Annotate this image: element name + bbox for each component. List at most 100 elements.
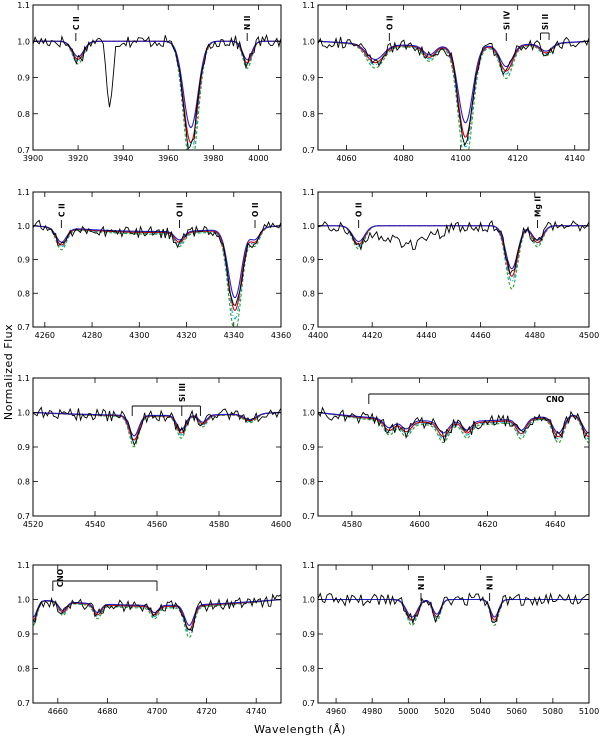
x-tick-label: 4320	[176, 331, 196, 340]
observed-spectrum	[33, 33, 281, 150]
y-tick-label: 0.7	[17, 323, 30, 332]
x-tick-label: 5040	[470, 707, 490, 716]
spectrum-panel-8: 4960 4980 5000 5020 5040 5060 5080 5100 0.7 0.8 0.…	[302, 561, 599, 716]
x-tick-label: 4520	[23, 520, 43, 529]
model-cyan-dashdot	[318, 411, 589, 440]
y-tick-label: 1.1	[17, 188, 30, 197]
x-tick-label: 5060	[507, 707, 527, 716]
x-tick-label: 3920	[68, 154, 88, 163]
line-id-marker: O II	[251, 202, 260, 228]
y-tick-label: 0.8	[17, 110, 30, 119]
line-id-label: O II	[251, 202, 260, 217]
model-green-dashed	[33, 598, 281, 639]
observed-spectrum	[318, 36, 589, 147]
x-tick-label: 4660	[48, 707, 68, 716]
line-id-marker: Si II	[540, 14, 550, 40]
y-tick-label: 0.7	[17, 146, 30, 155]
y-tick-label: 0.9	[17, 74, 30, 83]
x-tick-label: 4260	[35, 331, 55, 340]
model-green-dashed	[318, 40, 589, 150]
x-tick-label: 3940	[113, 154, 133, 163]
line-id-marker: C II	[72, 16, 81, 41]
y-tick-label: 1.0	[17, 222, 30, 231]
observed-spectrum	[318, 592, 589, 625]
line-id-label: O II	[385, 15, 394, 30]
y-tick-label: 1.0	[17, 596, 30, 605]
x-tick-label: 4680	[97, 707, 117, 716]
line-id-marker: N II	[243, 15, 252, 41]
x-tick-label: 4300	[129, 331, 149, 340]
y-tick-label: 0.9	[302, 630, 315, 639]
x-tick-label: 5100	[579, 707, 599, 716]
y-tick-label: 1.0	[17, 409, 30, 418]
x-tick-label: 4540	[85, 520, 105, 529]
x-tick-label: 4740	[246, 707, 266, 716]
line-id-label: N II	[486, 575, 495, 590]
y-tick-label: 0.9	[302, 74, 315, 83]
x-tick-label: 4120	[508, 154, 528, 163]
x-tick-label: 4400	[308, 331, 328, 340]
model-red	[318, 411, 589, 438]
spectrum-panels: 3900 3920 3940 3960 3980 4000 0.7 0.8 0.9 1.0 1.1 C…	[17, 1, 599, 716]
observed-spectrum	[33, 406, 281, 447]
x-tick-label: 3900	[23, 154, 43, 163]
x-tick-label: 4600	[271, 520, 291, 529]
x-tick-label: 4580	[342, 520, 362, 529]
line-id-marker: Mg II	[534, 196, 543, 228]
y-tick-label: 0.9	[302, 443, 315, 452]
y-tick-label: 0.7	[302, 512, 315, 521]
line-id-label: N II	[417, 575, 426, 590]
y-tick-label: 0.8	[17, 478, 30, 487]
line-id-marker: O II	[355, 202, 364, 228]
spectrum-panel-2: 4060 4080 4100 4120 4140 0.7 0.8 0.9 1.0 1.1 O II S…	[302, 1, 590, 163]
y-tick-label: 0.9	[17, 443, 30, 452]
x-tick-label: 5080	[543, 707, 563, 716]
x-tick-label: 4960	[326, 707, 346, 716]
y-tick-label: 1.1	[302, 188, 315, 197]
x-tick-label: 4000	[248, 154, 268, 163]
line-id-marker: CNO	[368, 393, 589, 404]
model-red	[318, 40, 589, 138]
y-tick-label: 1.1	[302, 374, 315, 383]
y-tick-label: 0.8	[302, 110, 315, 119]
model-green-dashed	[33, 225, 281, 327]
line-id-marker: Si III	[131, 383, 201, 416]
x-tick-label: 4420	[362, 331, 382, 340]
x-tick-label: 4600	[409, 520, 429, 529]
line-id-label: O II	[355, 202, 364, 217]
observed-spectrum	[33, 593, 281, 632]
y-tick-label: 1.1	[302, 1, 315, 10]
model-cyan-dashdot	[33, 598, 281, 634]
y-tick-label: 0.8	[302, 289, 315, 298]
y-tick-label: 0.7	[302, 699, 315, 708]
x-tick-label: 4640	[545, 520, 565, 529]
line-id-marker: O II	[385, 15, 394, 41]
x-tick-label: 4480	[525, 331, 545, 340]
line-id-marker: Si IV	[502, 11, 511, 41]
model-cyan-dashdot	[318, 225, 589, 283]
line-id-label: CNO	[546, 395, 564, 404]
spectrum-panel-4: 4400 4420 4440 4460 4480 4500 0.7 0.8 0.9 1.0 1.1 O…	[302, 188, 599, 340]
y-tick-label: 0.8	[302, 478, 315, 487]
x-tick-label: 4980	[362, 707, 382, 716]
y-tick-label: 1.1	[17, 1, 30, 10]
y-tick-label: 1.0	[302, 409, 315, 418]
plot-frame	[317, 564, 590, 704]
x-tick-label: 3960	[158, 154, 178, 163]
x-tick-label: 5020	[434, 707, 454, 716]
model-red	[318, 225, 589, 278]
model-blue	[318, 225, 589, 270]
spectrum-panel-3: 4260 4280 4300 4320 4340 4360 0.7 0.8 0.9 1.0 1.1 C…	[17, 188, 291, 340]
model-cyan-dashdot	[33, 225, 281, 320]
y-tick-label: 0.7	[302, 146, 315, 155]
y-tick-label: 1.1	[17, 561, 30, 570]
model-cyan-dashdot	[318, 40, 589, 148]
x-tick-label: 4060	[336, 154, 356, 163]
y-tick-label: 0.7	[302, 323, 315, 332]
x-tick-label: 4440	[416, 331, 436, 340]
y-tick-label: 1.0	[17, 37, 30, 46]
line-id-marker: N II	[486, 575, 495, 601]
spectrum-panel-7: 4660 4680 4700 4720 4740 0.7 0.8 0.9 1.0 1.1 CNO	[17, 561, 282, 716]
x-tick-label: 4560	[147, 520, 167, 529]
